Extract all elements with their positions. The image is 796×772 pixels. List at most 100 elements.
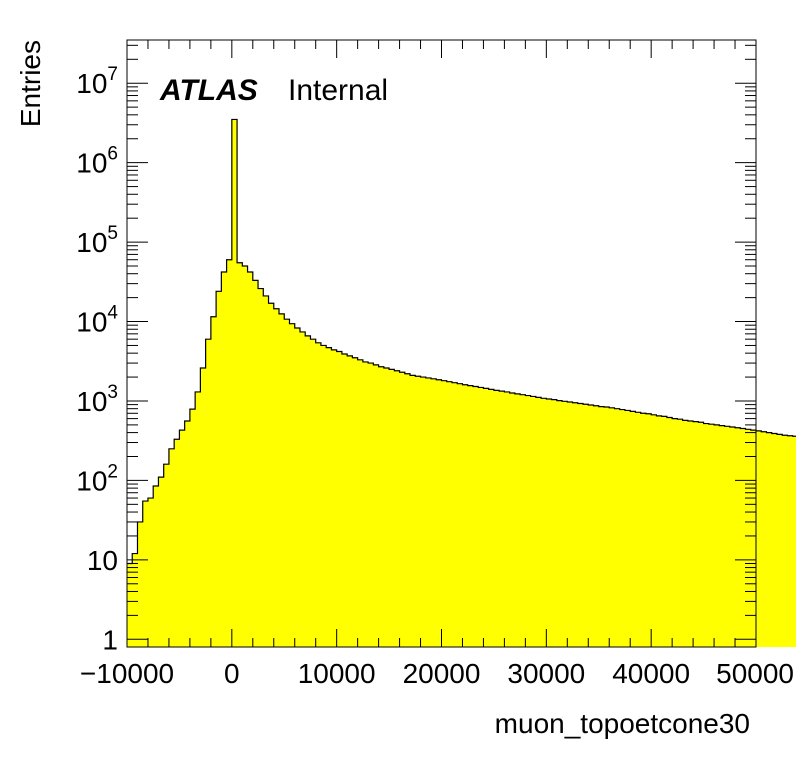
histogram-bin: [750, 430, 757, 647]
histogram-bin: [394, 370, 400, 647]
histogram-bin: [462, 384, 469, 647]
histogram-bin: [787, 435, 794, 647]
histogram-bin: [231, 119, 238, 648]
histogram-bin: [310, 339, 317, 647]
histogram-bin: [792, 436, 796, 647]
histogram-bin: [132, 553, 138, 647]
histogram-bin: [315, 342, 322, 647]
histogram-bin: [163, 464, 170, 647]
histogram-bin: [624, 410, 631, 647]
histogram-bin: [478, 387, 484, 647]
histogram-bin: [656, 415, 663, 647]
histogram-bin: [698, 422, 704, 647]
histogram-bin: [441, 380, 448, 647]
axes-frame: [126, 39, 757, 648]
histogram-bin: [446, 381, 453, 647]
histogram-bin: [383, 368, 390, 647]
histogram-bin: [499, 391, 505, 647]
histogram-bin: [273, 308, 280, 647]
x-tick-label: 50000: [716, 658, 794, 689]
histogram-bin: [693, 421, 699, 647]
x-axis-label: muon_topoetcone30: [495, 708, 750, 739]
histogram-bin: [184, 420, 191, 647]
histogram-bin: [425, 377, 432, 647]
histogram-bin: [252, 280, 259, 647]
histogram-bin: [221, 272, 227, 647]
histogram-bin: [682, 420, 689, 647]
y-tick-label: 1: [102, 624, 118, 655]
y-tick-label: 105: [76, 223, 118, 258]
histogram-bin: [305, 335, 311, 647]
histogram-bin: [766, 432, 773, 647]
internal-label: Internal: [288, 74, 388, 107]
histogram-bin: [504, 391, 511, 647]
histogram-bin: [677, 419, 684, 647]
histogram-bin: [556, 400, 563, 647]
histogram-bin: [347, 355, 353, 647]
histogram-bin: [488, 389, 495, 647]
histogram-bin: [719, 425, 725, 647]
histogram-bin: [562, 401, 568, 647]
histogram-bin: [603, 406, 610, 647]
histogram-bin: [708, 424, 715, 647]
histogram-bin: [583, 404, 589, 647]
histogram-bin: [279, 313, 285, 647]
histogram-bin: [756, 430, 762, 647]
histogram-bin: [158, 477, 165, 647]
histogram-bin: [247, 272, 254, 647]
x-tick-label: −10000: [80, 658, 174, 689]
histogram-bin: [284, 319, 290, 647]
histogram-bin: [258, 288, 264, 647]
histogram-bin: [226, 259, 233, 647]
histogram-bin: [404, 373, 411, 647]
y-tick-label: 102: [76, 461, 118, 496]
histogram-bin: [289, 323, 296, 647]
histogram-bin: [189, 409, 196, 647]
histogram-bin: [541, 398, 547, 647]
histogram-bin: [551, 399, 558, 647]
x-tick-label: 10000: [298, 658, 376, 689]
histogram-bin: [431, 378, 437, 647]
histogram-bin: [661, 416, 668, 647]
histogram-bin: [195, 391, 201, 647]
histogram-bin: [174, 439, 180, 647]
histogram-bin: [153, 486, 159, 647]
histogram-bin: [635, 412, 642, 647]
histogram-bin: [651, 414, 657, 647]
histogram-bin: [268, 303, 275, 647]
histogram-bin: [572, 402, 579, 647]
histogram-bin: [242, 266, 248, 647]
atlas-label: ATLAS: [159, 74, 258, 107]
x-tick-label: 20000: [403, 658, 481, 689]
y-axis-label: Entries: [15, 40, 46, 127]
histogram-bin: [410, 375, 416, 647]
histogram-bin: [320, 345, 327, 647]
histogram-bin: [672, 418, 678, 647]
y-tick-label: 107: [76, 64, 118, 99]
histogram-bin: [782, 435, 788, 647]
histogram-bin: [598, 406, 605, 647]
histogram-bin: [467, 385, 474, 647]
y-tick-label: 106: [76, 144, 118, 179]
histogram-bin: [237, 262, 243, 647]
histogram-bin: [352, 357, 359, 647]
y-tick-label: 10: [87, 545, 118, 576]
histogram-bin: [420, 377, 427, 647]
y-tick-label: 104: [76, 303, 118, 338]
histogram-bin: [389, 369, 395, 647]
histogram-bin: [577, 403, 584, 647]
y-tick-label: 103: [76, 382, 118, 417]
histogram-outline: [127, 118, 796, 565]
histogram-bin: [593, 405, 600, 647]
x-tick-label: 30000: [507, 658, 585, 689]
histogram-bin: [509, 393, 516, 647]
histogram-bin: [142, 501, 149, 647]
histogram-bin: [761, 431, 767, 647]
histogram-bin: [216, 291, 222, 647]
histogram-bin: [368, 363, 374, 647]
histogram-bin: [205, 339, 212, 647]
histogram-bin: [341, 354, 348, 647]
histogram-bin: [640, 413, 647, 647]
histogram-bin: [399, 372, 406, 647]
histogram-bars: [127, 118, 796, 648]
